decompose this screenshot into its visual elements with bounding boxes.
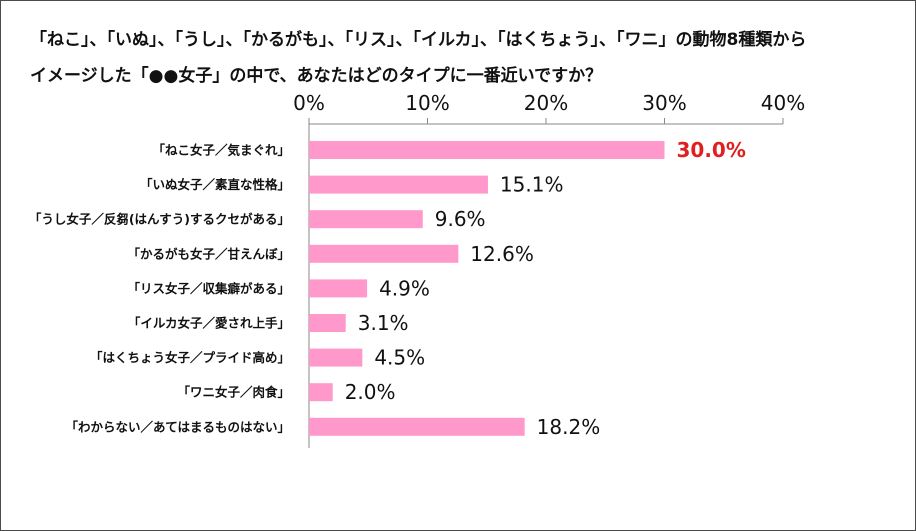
category-label: 「はくちょう女子／プライド高め」 [90,350,290,365]
bar [309,348,363,367]
data-label: 18.2% [537,415,601,439]
category-label: 「かるがも女子／甘えんぼ」 [127,246,290,261]
x-tick-label: 20% [524,91,568,115]
category-label: 「ねこ女子／気まぐれ」 [152,143,290,158]
bar [309,314,346,332]
data-label: 12.6% [470,242,534,266]
bar [309,417,525,436]
category-label: 「イルカ女子／愛され上手」 [128,316,290,331]
bar [309,175,488,194]
chart-title: 「ねこ」、「いぬ」、「うし」、「かるがも」、「リス」、「イルカ」、「はくちょう」… [30,22,890,94]
x-tick-label: 40% [761,91,805,115]
bar [309,210,423,229]
data-label: 30.0% [677,138,746,162]
category-label: 「リス女子／収集癖がある」 [127,281,290,296]
category-label: 「ワニ女子／肉食」 [177,385,290,400]
data-label: 9.6% [435,207,486,231]
category-label: 「うし女子／反芻(はんすう)するクセがある」 [29,212,290,227]
category-label: 「わからない／あてはまるものはない」 [65,419,290,434]
x-tick-label: 10% [405,91,449,115]
data-label: 2.0% [345,380,396,404]
bar [309,383,333,402]
category-label: 「いぬ女子／素直な性格」 [140,177,290,192]
chart-title-line-1: 「ねこ」、「いぬ」、「うし」、「かるがも」、「リス」、「イルカ」、「はくちょう」… [30,30,807,50]
data-label: 3.1% [358,311,409,335]
x-tick-label: 30% [642,91,686,115]
x-tick-label: 0% [293,91,325,115]
bar [309,141,665,159]
data-label: 4.9% [379,276,430,300]
bar [309,279,368,298]
bar [309,244,459,263]
data-label: 15.1% [500,173,564,197]
data-label: 4.5% [374,346,425,370]
chart-title-line-2: イメージした「●●女子」の中で、あなたはどのタイプに一番近いですか？ [30,66,603,86]
